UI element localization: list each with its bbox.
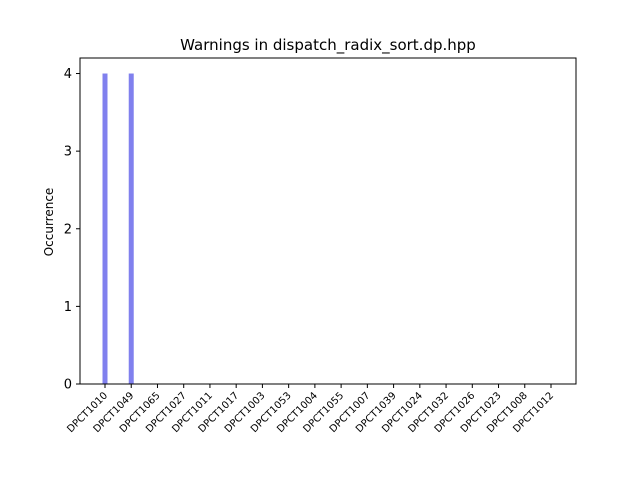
y-tick-label: 2 [64,222,72,237]
y-axis-label: Occurrence [42,188,56,257]
bar-DPCT1010 [102,73,108,385]
plot-frame [79,57,577,385]
y-tick-label: 0 [64,378,72,393]
chart-title: Warnings in dispatch_radix_sort.dp.hpp [180,36,476,55]
bar-DPCT1049 [128,73,134,385]
y-tick-label: 4 [64,67,72,82]
bars-group [102,73,134,385]
y-tick-label: 1 [64,300,72,315]
x-ticks-group: DPCT1010DPCT1049DPCT1065DPCT1027DPCT1011… [65,384,556,435]
y-ticks-group: 0 1 2 3 4 [64,67,80,393]
y-tick-label: 3 [64,145,72,160]
